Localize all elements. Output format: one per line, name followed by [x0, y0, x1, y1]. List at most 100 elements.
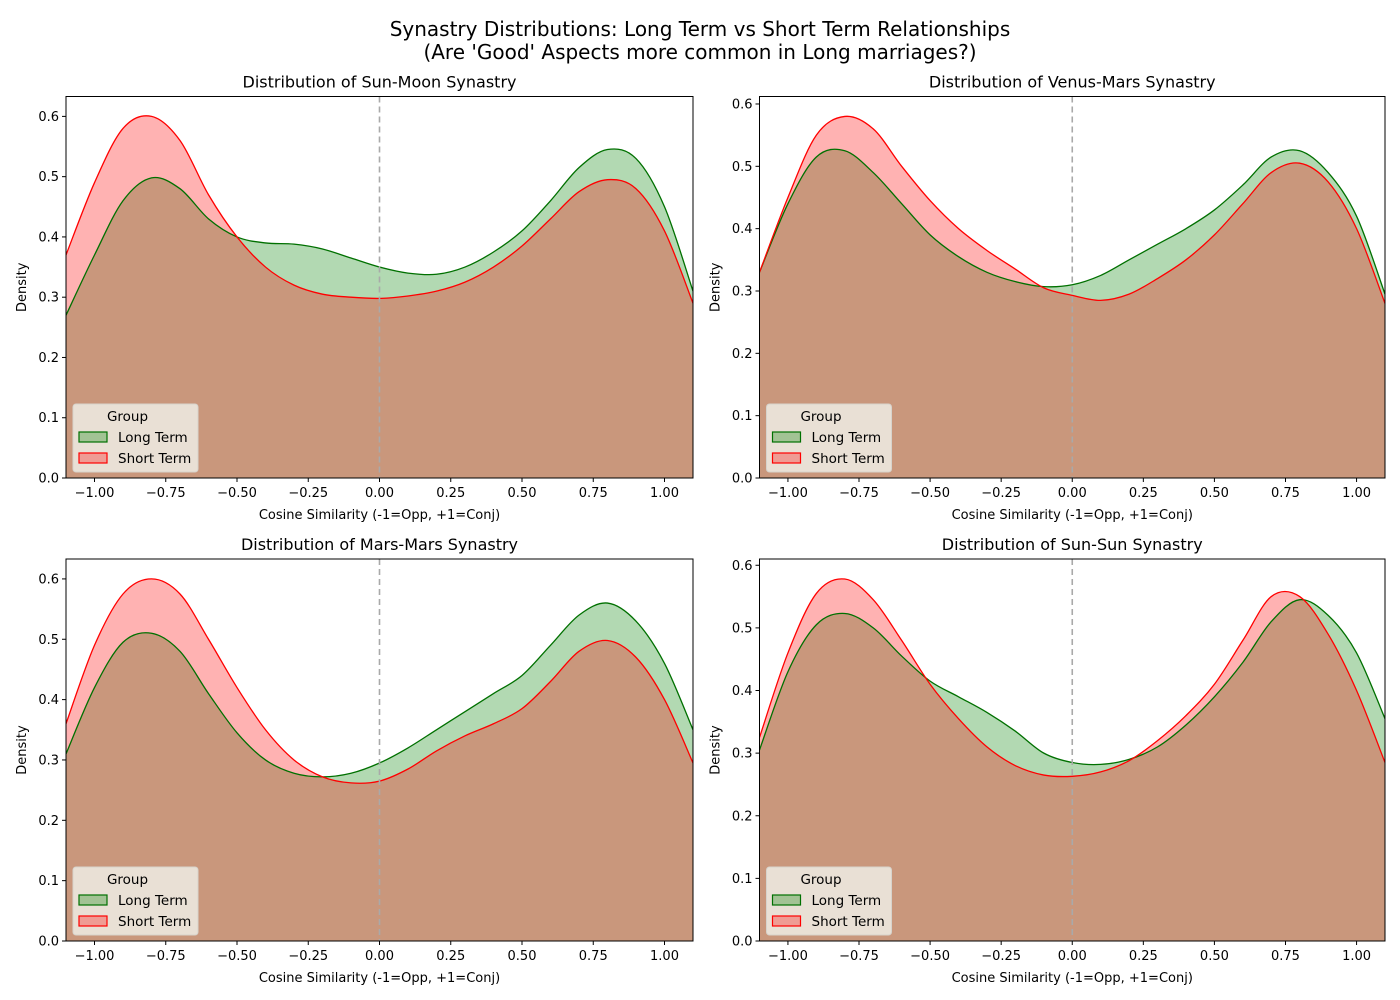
subplot-title: Distribution of Venus-Mars Synastry	[929, 73, 1216, 92]
legend: Group Long Term Short Term	[766, 866, 892, 936]
y-tick-label: 0.5	[732, 160, 753, 175]
legend-box	[766, 866, 892, 936]
legend-box	[72, 866, 199, 936]
long-term-density-fill	[759, 149, 1385, 478]
x-tick-label: 0.25	[436, 486, 465, 501]
x-axis-label: Cosine Similarity (-1=Opp, +1=Conj)	[952, 508, 1193, 523]
legend-title: Group	[107, 409, 148, 425]
x-tick-label: 0.25	[436, 949, 465, 964]
short-term-legend-swatch	[771, 915, 802, 927]
x-tick-label: 1.00	[1342, 486, 1371, 501]
x-tick-label: −1.00	[75, 949, 115, 964]
y-tick-label: 0.3	[732, 747, 753, 762]
x-axis-label: Cosine Similarity (-1=Opp, +1=Conj)	[259, 971, 500, 986]
legend: Group Long Term Short Term	[72, 866, 199, 936]
y-tick-label: 0.1	[38, 874, 59, 889]
y-tick-label: 0.4	[732, 684, 753, 699]
y-tick-label: 0.3	[38, 753, 59, 768]
legend-box	[766, 403, 892, 473]
y-tick-label: 0.1	[732, 409, 753, 424]
short-term-legend-label: Short Term	[812, 914, 885, 930]
x-tick-label: −0.50	[910, 486, 950, 501]
y-tick-label: 0.6	[38, 572, 59, 587]
y-tick-label: 0.4	[732, 222, 753, 237]
legend: Group Long Term Short Term	[72, 403, 199, 473]
x-tick-label: −0.25	[981, 486, 1021, 501]
short-term-legend-label: Short Term	[118, 914, 191, 930]
short-term-legend-swatch	[78, 915, 108, 927]
x-tick-label: 0.00	[365, 949, 394, 964]
long-term-legend-swatch	[78, 431, 108, 443]
x-tick-label: 1.00	[650, 949, 679, 964]
x-tick-label: 0.50	[508, 949, 537, 964]
subplot-title: Distribution of Sun-Sun Synastry	[942, 535, 1203, 554]
x-tick-label: −0.50	[910, 949, 950, 964]
legend-title: Group	[800, 872, 841, 888]
y-tick-label: 0.2	[38, 814, 59, 829]
x-tick-label: −1.00	[768, 486, 808, 501]
x-tick-label: −1.00	[75, 486, 115, 501]
legend: Group Long Term Short Term	[766, 403, 892, 473]
y-tick-label: 0.0	[38, 472, 59, 487]
long-term-legend-swatch	[771, 894, 802, 906]
x-tick-label: 0.25	[1129, 949, 1158, 964]
x-axis-label: Cosine Similarity (-1=Opp, +1=Conj)	[259, 508, 500, 523]
x-tick-label: 0.75	[579, 949, 608, 964]
y-axis-label: Density	[15, 262, 30, 312]
short-term-density-fill	[66, 578, 693, 941]
x-tick-label: −0.75	[146, 486, 186, 501]
x-axis-label: Cosine Similarity (-1=Opp, +1=Conj)	[952, 971, 1193, 986]
x-tick-label: 0.75	[579, 486, 608, 501]
short-term-legend-swatch	[78, 452, 108, 464]
y-tick-label: 0.1	[38, 411, 59, 426]
legend-title: Group	[800, 409, 841, 425]
legend-box	[72, 403, 199, 473]
x-tick-label: −0.25	[288, 949, 328, 964]
x-tick-label: 0.00	[1058, 486, 1087, 501]
y-tick-label: 0.0	[732, 935, 753, 950]
long-term-density-line	[759, 148, 1385, 295]
x-tick-label: 0.00	[1058, 949, 1087, 964]
x-tick-label: 0.00	[365, 486, 394, 501]
x-tick-label: −1.00	[768, 949, 808, 964]
x-tick-label: −0.25	[981, 949, 1021, 964]
subplot-title: Distribution of Mars-Mars Synastry	[241, 535, 518, 554]
y-tick-label: 0.3	[732, 284, 753, 299]
short-term-density-fill	[66, 115, 693, 478]
subplot-2: −1.00 −0.75 −0.50 −0.25 0.00 0.25 0.50 0.75 1.00…	[709, 73, 1386, 523]
short-term-density-line	[759, 578, 1385, 778]
subplot-3: −1.00 −0.75 −0.50 −0.25 0.00 0.25 0.50 0.75 1.00…	[15, 535, 694, 986]
y-tick-label: 0.5	[38, 633, 59, 648]
short-term-density-line	[759, 115, 1385, 304]
long-term-legend-label: Long Term	[812, 893, 882, 909]
subplot-4: −1.00 −0.75 −0.50 −0.25 0.00 0.25 0.50 0.75 1.00…	[709, 535, 1386, 986]
y-tick-label: 0.6	[732, 559, 753, 574]
x-tick-label: −0.75	[839, 949, 879, 964]
subplot-1: −1.00 −0.75 −0.50 −0.25 0.00 0.25 0.50 0.75 1.00…	[15, 73, 694, 523]
x-tick-label: 0.75	[1271, 949, 1300, 964]
x-tick-label: 0.50	[1200, 486, 1229, 501]
x-tick-label: −0.50	[217, 486, 257, 501]
long-term-legend-swatch	[771, 431, 802, 443]
figure-title-line1: Synastry Distributions: Long Term vs Sho…	[390, 17, 1011, 41]
short-term-legend-label: Short Term	[118, 451, 191, 467]
x-tick-label: 0.50	[1200, 949, 1229, 964]
long-term-legend-swatch	[78, 894, 108, 906]
long-term-legend-label: Long Term	[812, 430, 882, 446]
y-tick-label: 0.5	[38, 170, 59, 185]
y-tick-label: 0.2	[732, 809, 753, 824]
y-tick-label: 0.2	[38, 351, 59, 366]
y-tick-label: 0.4	[38, 693, 59, 708]
short-term-legend-swatch	[771, 452, 802, 464]
y-tick-label: 0.5	[732, 621, 753, 636]
x-tick-label: 0.75	[1271, 486, 1300, 501]
figure-title-line2: (Are 'Good' Aspects more common in Long …	[423, 40, 976, 64]
y-tick-label: 0.3	[38, 291, 59, 306]
long-term-legend-label: Long Term	[118, 430, 188, 446]
x-tick-label: −0.25	[288, 486, 328, 501]
x-tick-label: −0.75	[146, 949, 186, 964]
subplot-title: Distribution of Sun-Moon Synastry	[243, 73, 517, 92]
y-tick-label: 0.4	[38, 230, 59, 245]
y-tick-label: 0.6	[38, 110, 59, 125]
